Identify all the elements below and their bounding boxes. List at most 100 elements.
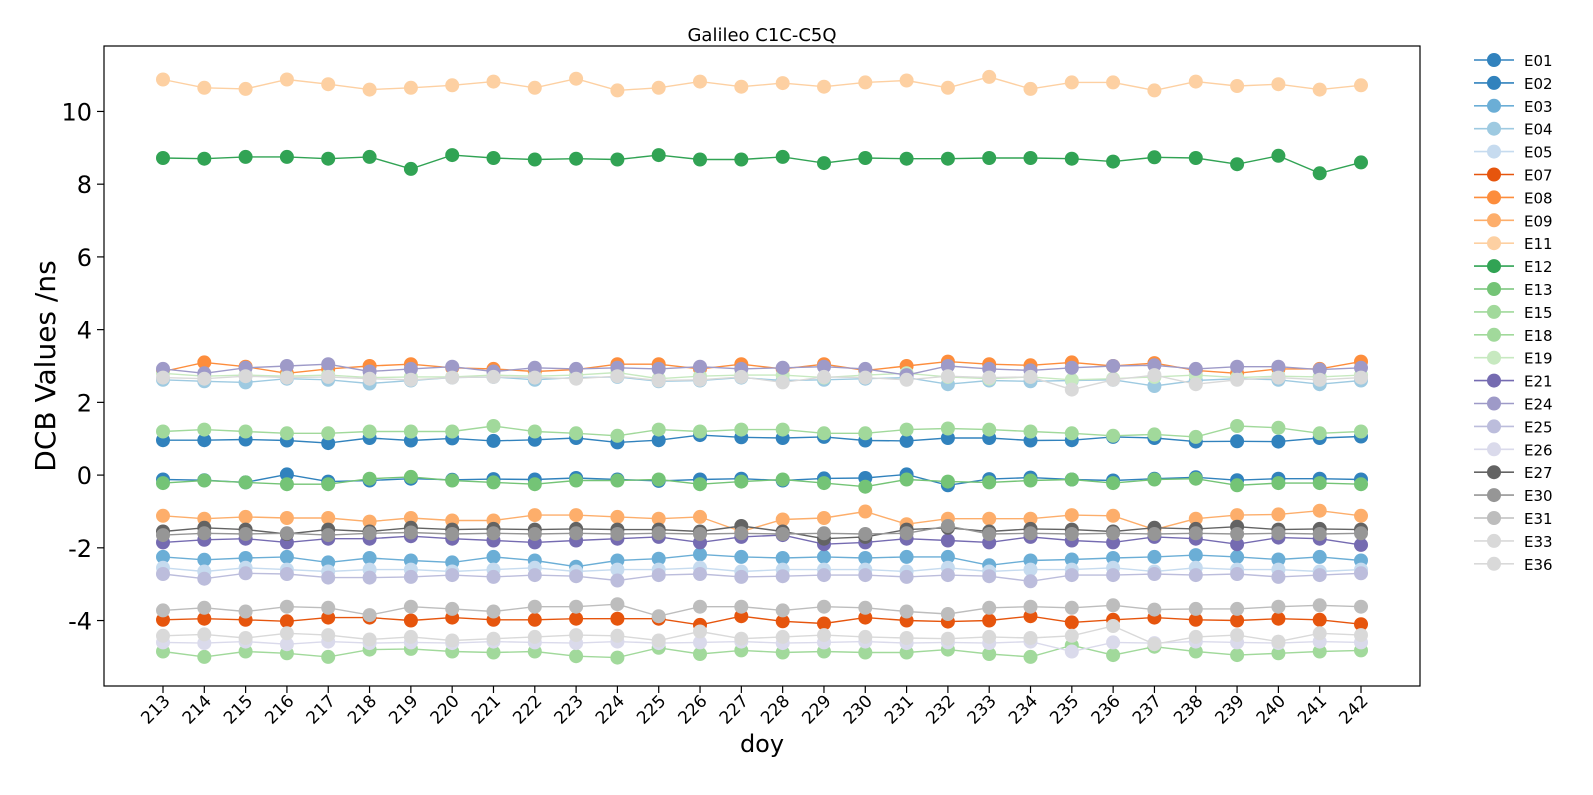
y-tick-label: -4 [68, 608, 92, 636]
legend-marker [1487, 350, 1501, 365]
x-tick-label: 223 [551, 691, 588, 728]
data-point [321, 369, 336, 384]
data-point [775, 551, 790, 565]
data-point [734, 526, 749, 541]
series-line-E25 [162, 572, 1362, 583]
data-point [775, 76, 790, 91]
data-point [1064, 75, 1079, 90]
x-tick-label: 228 [757, 691, 794, 728]
data-point [693, 509, 707, 524]
legend-marker [1487, 556, 1501, 571]
data-point [982, 422, 997, 437]
series-line-E24 [162, 363, 1362, 376]
data-point [403, 161, 418, 176]
legend-marker [1487, 465, 1501, 480]
data-point [693, 74, 707, 89]
data-point [858, 75, 873, 90]
legend-marker [1487, 327, 1501, 342]
data-point [858, 645, 873, 660]
data-point [982, 629, 997, 644]
data-point [858, 610, 873, 625]
data-point [899, 604, 914, 619]
data-point [858, 568, 873, 583]
data-point [486, 151, 501, 165]
x-tick-label: 230 [840, 691, 877, 728]
legend-label: E21 [1524, 373, 1553, 391]
data-point [858, 527, 873, 541]
legend-item-E04: E04 [1474, 121, 1553, 139]
data-point [486, 604, 501, 619]
data-point [734, 422, 749, 437]
data-point [1312, 527, 1327, 541]
data-point [445, 568, 460, 583]
data-point [279, 370, 294, 385]
data-point [1271, 552, 1286, 567]
data-point [1230, 537, 1245, 552]
data-point [156, 72, 170, 87]
data-point [775, 527, 790, 541]
data-point [1354, 477, 1368, 492]
data-point [1064, 382, 1079, 397]
series-line-E21 [162, 534, 1362, 546]
data-point [610, 428, 625, 443]
data-point [527, 477, 542, 492]
x-tick-label: 217 [303, 691, 340, 728]
legend-marker [1487, 396, 1501, 411]
data-point [445, 370, 460, 385]
data-point [651, 568, 666, 583]
data-point [197, 473, 212, 488]
data-point [610, 611, 625, 626]
x-tick-label: 213 [137, 691, 174, 728]
legend-item-E19: E19 [1474, 350, 1553, 368]
data-point [321, 600, 336, 615]
data-point [1023, 649, 1038, 664]
data-point [321, 528, 336, 543]
x-tick-label: 233 [964, 691, 1001, 728]
data-point [1064, 472, 1079, 487]
data-point [321, 357, 336, 372]
data-point [1106, 551, 1121, 565]
x-tick-label: 227 [716, 691, 753, 728]
data-point [1023, 574, 1038, 589]
data-point [527, 424, 542, 439]
x-tick-label: 234 [1005, 691, 1042, 728]
data-point [279, 149, 294, 164]
legend-item-E33: E33 [1474, 533, 1553, 551]
data-point [569, 371, 584, 386]
data-point [651, 526, 666, 541]
data-point [362, 82, 377, 97]
data-point [651, 609, 666, 624]
data-point [982, 613, 997, 628]
data-point [238, 81, 253, 96]
data-point [982, 569, 997, 584]
data-point [486, 569, 501, 584]
series-E24 [156, 357, 1368, 383]
data-point [197, 371, 212, 386]
data-point [1354, 360, 1368, 375]
data-point [610, 152, 625, 167]
data-point [156, 424, 170, 439]
data-point [238, 475, 253, 490]
data-point [1354, 566, 1368, 581]
data-point [362, 149, 377, 164]
data-point [817, 526, 831, 541]
data-point [1230, 648, 1245, 663]
legend-marker [1487, 373, 1501, 388]
data-point [899, 472, 914, 487]
data-point [527, 152, 542, 167]
legend-item-E26: E26 [1474, 441, 1553, 459]
data-point [486, 74, 501, 89]
data-point [1230, 478, 1245, 493]
data-point [982, 151, 997, 165]
data-point [1271, 599, 1286, 614]
x-tick-label: 237 [1129, 691, 1166, 728]
series-E27 [156, 519, 1368, 546]
plot-frame [103, 45, 1421, 687]
data-point [279, 567, 294, 581]
data-point [858, 370, 873, 385]
x-tick-label: 239 [1212, 691, 1249, 728]
series-E07 [156, 609, 1368, 632]
legend-label: E26 [1524, 441, 1553, 459]
data-point [734, 369, 749, 384]
